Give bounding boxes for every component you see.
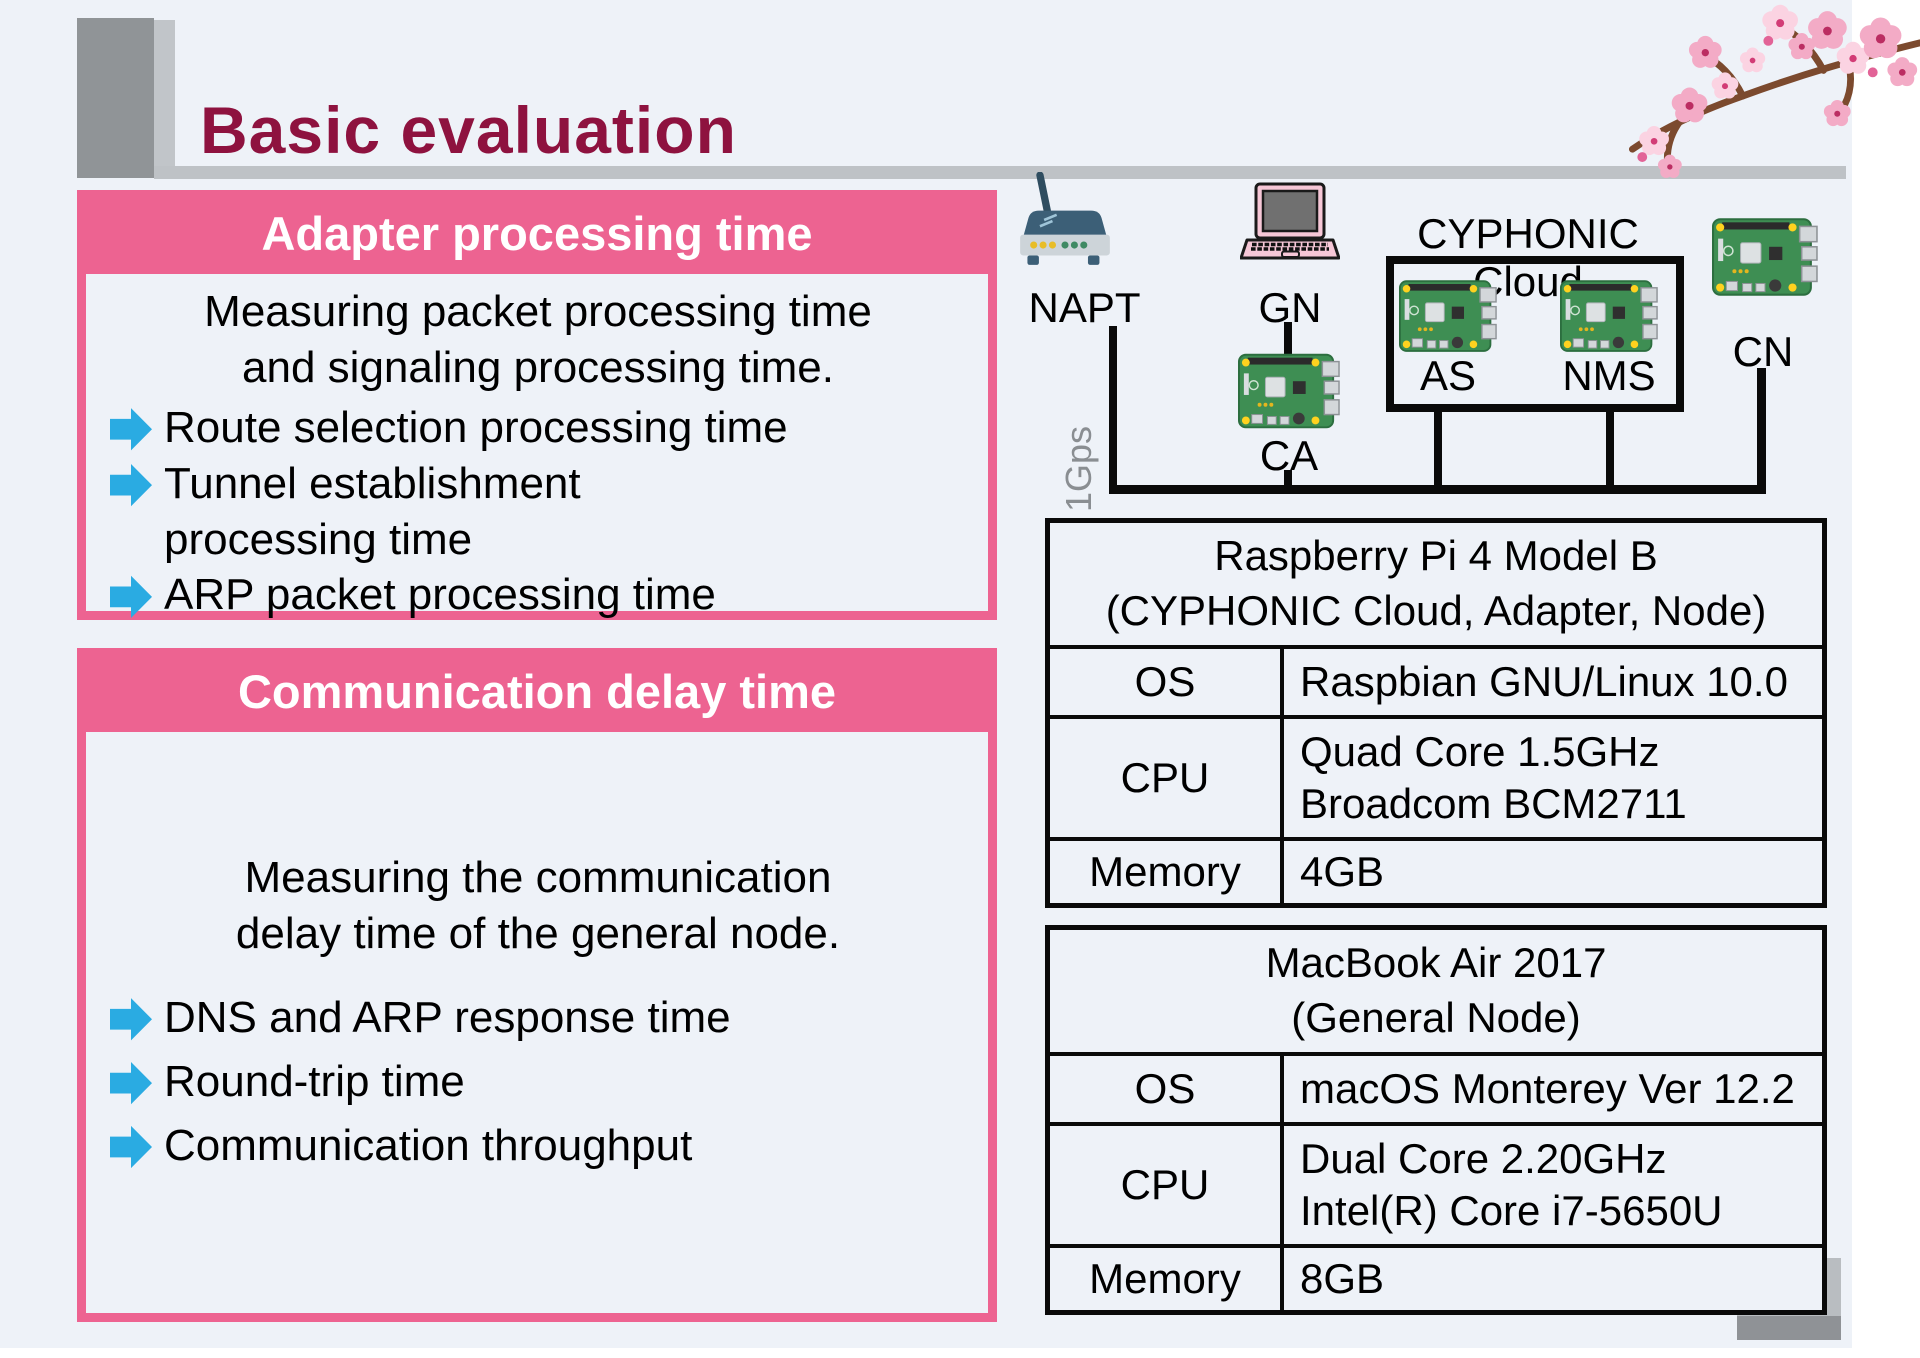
cn-raspberry-pi-icon bbox=[1712, 218, 1818, 296]
panel-header: Adapter processing time bbox=[86, 199, 988, 274]
bullet-text: Route selection processing time bbox=[164, 402, 788, 452]
link-speed-label: 1Gps bbox=[1058, 425, 1099, 512]
bottom-right-ornament-dark bbox=[1737, 1316, 1841, 1340]
bullet-item: Route selection processing time bbox=[110, 400, 966, 456]
napt-router-icon bbox=[1020, 172, 1110, 265]
corner-ornament-dark bbox=[77, 18, 154, 178]
gn-laptop-icon bbox=[1240, 182, 1340, 260]
bullet-text: Tunnel establishment processing time bbox=[164, 458, 581, 564]
nms-label: NMS bbox=[1562, 352, 1656, 399]
panel-adapter-processing-time: Adapter processing time Measuring packet… bbox=[77, 190, 997, 620]
table-row-label: CPU bbox=[1050, 719, 1284, 837]
panel-intro-text: Measuring packet processing time and sig… bbox=[204, 287, 872, 392]
table-row-label: Memory bbox=[1050, 841, 1284, 903]
panel-intro-text: Measuring the communication delay time o… bbox=[235, 853, 841, 958]
table-row: CPU Quad Core 1.5GHz Broadcom BCM2711 bbox=[1050, 715, 1822, 837]
bullet-item: Tunnel establishment processing time bbox=[110, 456, 966, 568]
table-row: OS macOS Monterey Ver 12.2 bbox=[1050, 1056, 1822, 1122]
nms-raspberry-pi-icon bbox=[1560, 280, 1658, 352]
arrow-right-icon bbox=[110, 463, 152, 507]
table-header: MacBook Air 2017 (General Node) bbox=[1050, 930, 1822, 1056]
table-row-value: Quad Core 1.5GHz Broadcom BCM2711 bbox=[1300, 727, 1687, 828]
bullet-item: Round-trip time bbox=[110, 1054, 966, 1110]
table-row-label: Memory bbox=[1050, 1248, 1284, 1310]
bullet-list: DNS and ARP response time Round-trip time… bbox=[110, 990, 966, 1174]
panel-body: Measuring packet processing time and sig… bbox=[86, 274, 988, 635]
bullet-text: Communication throughput bbox=[164, 1120, 693, 1170]
table-row-value: macOS Monterey Ver 12.2 bbox=[1300, 1064, 1795, 1112]
raspberry-pi-spec-table: Raspberry Pi 4 Model B (CYPHONIC Cloud, … bbox=[1045, 518, 1827, 908]
title-underline-bar bbox=[154, 166, 1846, 179]
table-header: Raspberry Pi 4 Model B (CYPHONIC Cloud, … bbox=[1050, 523, 1822, 649]
page-title: Basic evaluation bbox=[200, 93, 737, 168]
table-row-label: CPU bbox=[1050, 1126, 1284, 1244]
bullet-item: ARP packet processing time bbox=[110, 567, 966, 623]
table-row-value: Raspbian GNU/Linux 10.0 bbox=[1300, 657, 1788, 705]
bottom-margin bbox=[0, 1348, 1920, 1358]
bullet-text: Round-trip time bbox=[164, 1056, 465, 1106]
cn-label: CN bbox=[1732, 328, 1794, 375]
cyphonic-cloud-box bbox=[1386, 256, 1684, 412]
link-ca-bus bbox=[1284, 470, 1292, 488]
macbook-spec-table: MacBook Air 2017 (General Node) OS macOS M… bbox=[1045, 925, 1827, 1315]
arrow-right-icon bbox=[110, 1125, 152, 1169]
network-bus-line bbox=[1109, 485, 1766, 494]
bullet-text: ARP packet processing time bbox=[164, 570, 716, 620]
panel-body: Measuring the communication delay time o… bbox=[86, 732, 988, 1193]
link-as-bus bbox=[1434, 412, 1442, 488]
right-margin bbox=[1852, 0, 1920, 1358]
panel-header: Communication delay time bbox=[86, 657, 988, 732]
bullet-list: Route selection processing time Tunnel es… bbox=[110, 400, 966, 624]
table-row: Memory 4GB bbox=[1050, 837, 1822, 903]
arrow-right-icon bbox=[110, 575, 152, 619]
corner-ornament-light bbox=[154, 20, 175, 170]
arrow-right-icon bbox=[110, 998, 152, 1041]
as-raspberry-pi-icon bbox=[1399, 280, 1497, 352]
napt-label: NAPT bbox=[1028, 284, 1141, 331]
link-cn-bus bbox=[1757, 368, 1766, 488]
table-row: OS Raspbian GNU/Linux 10.0 bbox=[1050, 649, 1822, 715]
bullet-text: DNS and ARP response time bbox=[164, 992, 731, 1042]
arrow-right-icon bbox=[110, 408, 152, 451]
as-label: AS bbox=[1419, 352, 1477, 399]
cherry-blossom-decoration bbox=[1628, 4, 1920, 178]
table-row-value: 4GB bbox=[1300, 847, 1385, 895]
table-row-value: 8GB bbox=[1300, 1254, 1385, 1302]
bullet-item: DNS and ARP response time bbox=[110, 990, 966, 1046]
link-gn-ca bbox=[1284, 322, 1292, 356]
table-row: Memory 8GB bbox=[1050, 1244, 1822, 1310]
table-row: CPU Dual Core 2.20GHz Intel(R) Core i7-56… bbox=[1050, 1122, 1822, 1244]
ca-raspberry-pi-icon bbox=[1238, 353, 1340, 429]
link-napt-bus bbox=[1109, 326, 1117, 488]
arrow-right-icon bbox=[110, 1061, 152, 1105]
bullet-item: Communication throughput bbox=[110, 1118, 966, 1174]
table-row-label: OS bbox=[1050, 1056, 1284, 1122]
table-row-value: Dual Core 2.20GHz Intel(R) Core i7-5650U bbox=[1300, 1134, 1723, 1235]
panel-communication-delay-time: Communication delay time Measuring the c… bbox=[77, 648, 997, 1322]
link-nms-bus bbox=[1606, 412, 1614, 488]
table-row-label: OS bbox=[1050, 649, 1284, 715]
